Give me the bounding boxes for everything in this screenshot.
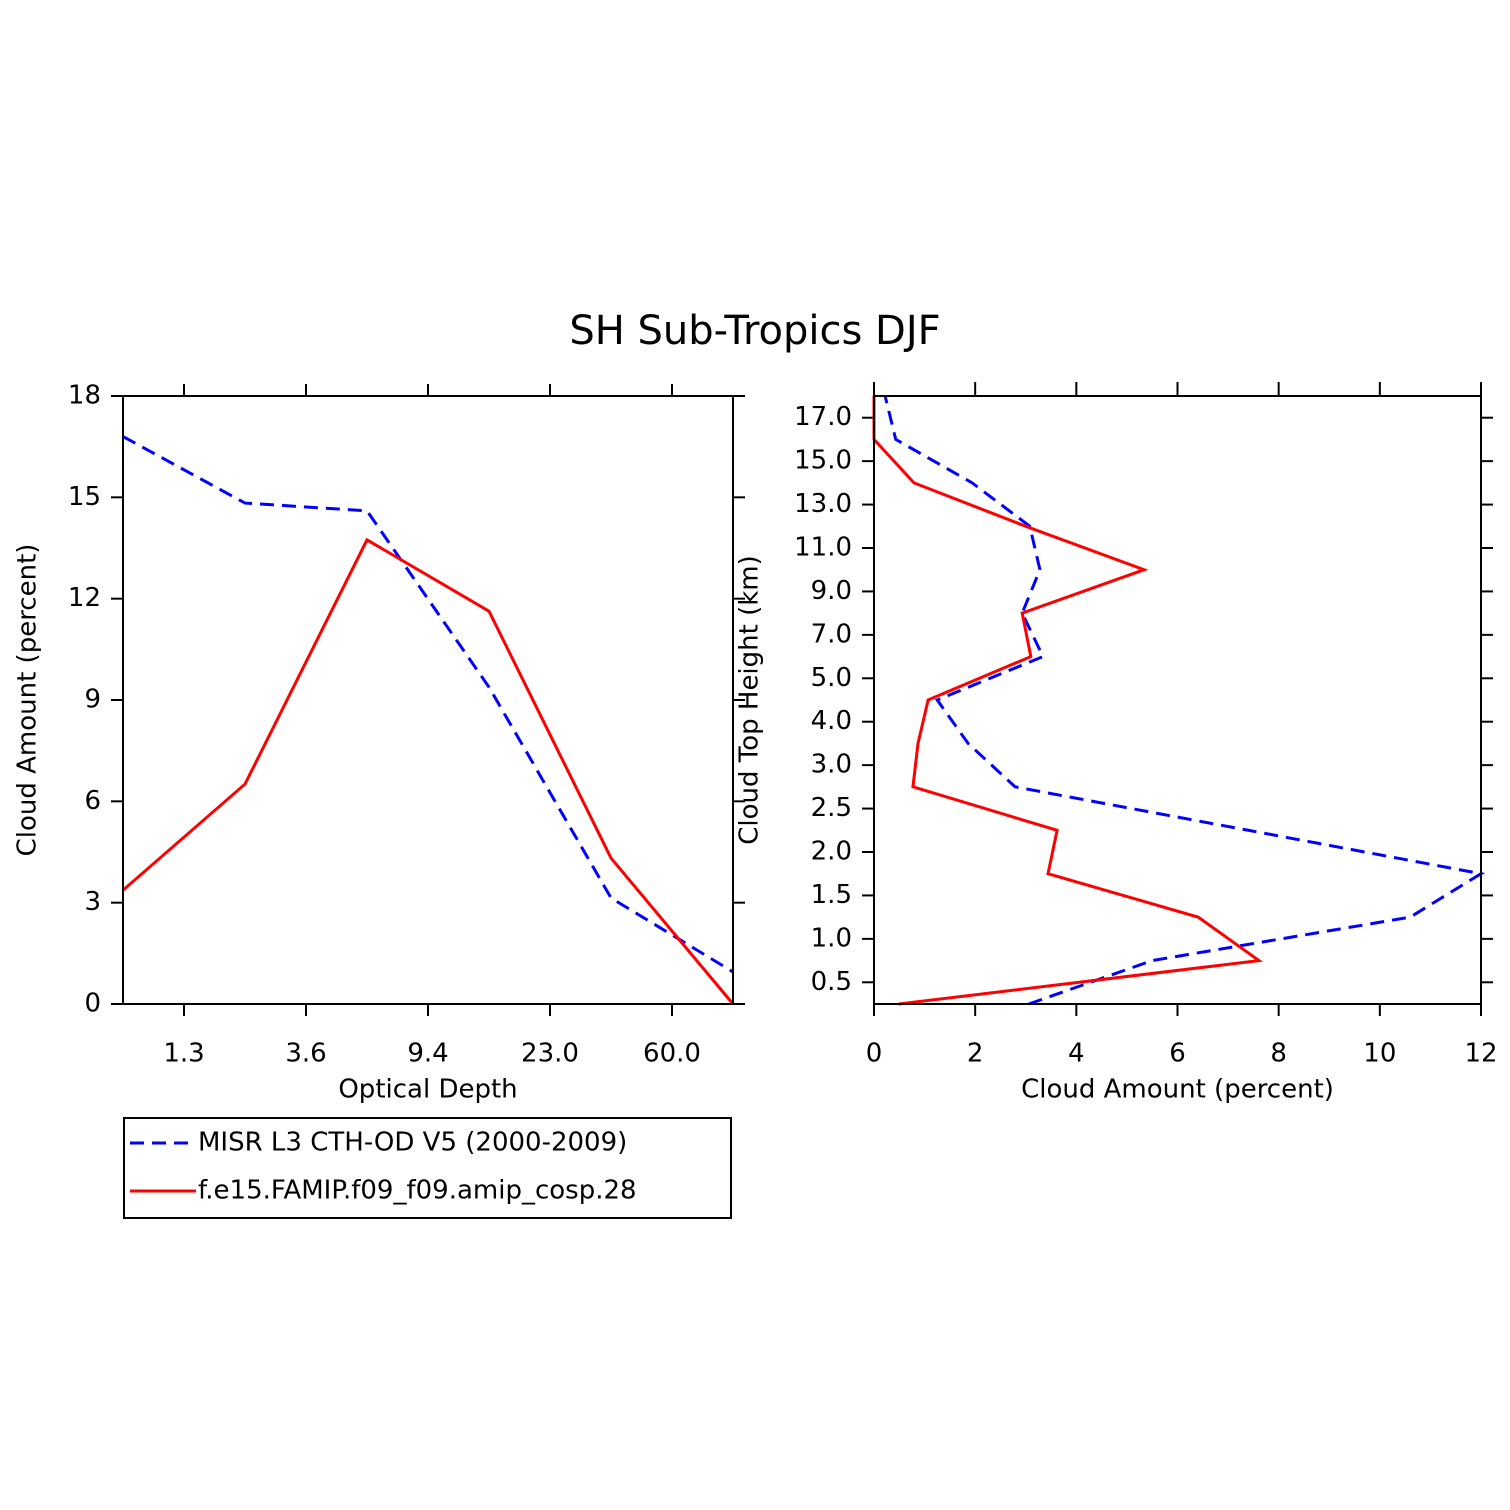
legend-label: MISR L3 CTH-OD V5 (2000-2009) bbox=[198, 1128, 627, 1158]
x-tick-label: 0 bbox=[866, 1039, 883, 1069]
y-tick-label: 1.0 bbox=[811, 923, 852, 953]
y-tick-label: 18 bbox=[68, 381, 101, 411]
legend-box bbox=[123, 1117, 732, 1219]
x-tick-label: 6 bbox=[1169, 1039, 1186, 1069]
y-tick-label: 3 bbox=[84, 887, 101, 917]
x-tick-label: 2 bbox=[967, 1039, 984, 1069]
plot-frame bbox=[873, 395, 1482, 1005]
y-tick-label: 13.0 bbox=[794, 489, 852, 519]
y-tick-label: 17.0 bbox=[794, 402, 852, 432]
y-axis-label: Cloud Top Height (km) bbox=[735, 555, 765, 845]
y-axis-label: Cloud Amount (percent) bbox=[13, 544, 43, 857]
y-tick-label: 2.5 bbox=[811, 793, 852, 823]
data-line bbox=[872, 396, 1263, 1006]
x-tick-label: 1.3 bbox=[163, 1039, 204, 1069]
y-tick-label: 3.0 bbox=[811, 750, 852, 780]
y-tick-label: 0 bbox=[84, 989, 101, 1019]
figure-title: SH Sub-Tropics DJF bbox=[569, 308, 940, 354]
x-tick-label: 8 bbox=[1270, 1039, 1287, 1069]
x-tick-label: 12 bbox=[1464, 1039, 1497, 1069]
data-line bbox=[122, 435, 734, 974]
y-tick-label: 4.0 bbox=[811, 706, 852, 736]
x-tick-label: 60.0 bbox=[643, 1039, 701, 1069]
y-tick-label: 12 bbox=[68, 583, 101, 613]
y-tick-label: 2.0 bbox=[811, 837, 852, 867]
y-tick-label: 15.0 bbox=[794, 446, 852, 476]
y-tick-label: 7.0 bbox=[811, 619, 852, 649]
y-tick-label: 1.5 bbox=[811, 880, 852, 910]
y-tick-label: 9 bbox=[84, 685, 101, 715]
x-tick-label: 10 bbox=[1363, 1039, 1396, 1069]
x-tick-label: 4 bbox=[1068, 1039, 1085, 1069]
x-axis-label: Optical Depth bbox=[338, 1075, 517, 1105]
y-tick-label: 15 bbox=[68, 482, 101, 512]
x-tick-label: 23.0 bbox=[521, 1039, 579, 1069]
data-line bbox=[883, 395, 1486, 1006]
plot-frame bbox=[122, 395, 734, 1005]
x-axis-label: Cloud Amount (percent) bbox=[1021, 1075, 1334, 1105]
legend-label: f.e15.FAMIP.f09_f09.amip_cosp.28 bbox=[198, 1176, 637, 1206]
x-tick-label: 9.4 bbox=[407, 1039, 448, 1069]
x-tick-label: 3.6 bbox=[285, 1039, 326, 1069]
y-tick-label: 11.0 bbox=[794, 533, 852, 563]
y-tick-label: 5.0 bbox=[811, 663, 852, 693]
data-line bbox=[122, 537, 735, 1005]
y-tick-label: 0.5 bbox=[811, 967, 852, 997]
y-tick-label: 9.0 bbox=[811, 576, 852, 606]
y-tick-label: 6 bbox=[84, 786, 101, 816]
